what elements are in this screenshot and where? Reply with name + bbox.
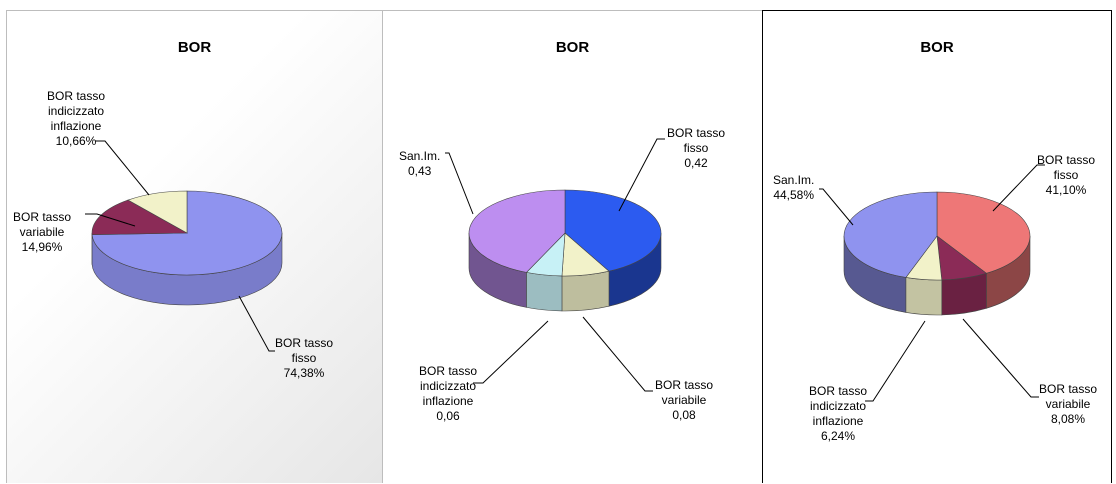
leader-line	[583, 317, 653, 391]
slice-label: BOR tasso variabile 8,08%	[1039, 382, 1097, 427]
pie-chart-panel-3: BOR BOR tasso fisso 41,10% BOR tasso var…	[762, 10, 1112, 483]
slice-label: BOR tasso fisso 0,42	[667, 126, 725, 171]
slice-label: San.Im. 44,58%	[773, 173, 814, 203]
leader-line	[95, 141, 149, 195]
pie-slice-side	[562, 271, 609, 311]
slice-label: BOR tasso indicizzato inflazione 10,66%	[47, 89, 105, 149]
slice-label: San.Im. 0,43	[399, 149, 440, 179]
slice-label: BOR tasso indicizzato inflazione 0,06	[419, 364, 477, 424]
pie-slice-side	[527, 272, 562, 311]
pie-chart-panel-2: BOR BOR tasso fisso 0,42 BOR tasso varia…	[383, 10, 762, 483]
slice-label: BOR tasso fisso 41,10%	[1037, 153, 1095, 198]
leader-line	[473, 321, 548, 383]
pie-chart-panel-1: BOR BOR tasso fisso 74,38% BOR tasso var…	[6, 10, 383, 483]
slice-label: BOR tasso variabile 0,08	[655, 378, 713, 423]
leader-line	[963, 319, 1039, 397]
leader-line	[819, 189, 853, 225]
pie-slice-side	[906, 277, 942, 315]
leader-line	[865, 321, 925, 401]
leader-line	[445, 153, 473, 214]
slice-label: BOR tasso indicizzato inflazione 6,24%	[809, 384, 867, 444]
slice-label: BOR tasso variabile 14,96%	[13, 210, 71, 255]
leader-line	[239, 296, 275, 351]
slice-label: BOR tasso fisso 74,38%	[275, 336, 333, 381]
